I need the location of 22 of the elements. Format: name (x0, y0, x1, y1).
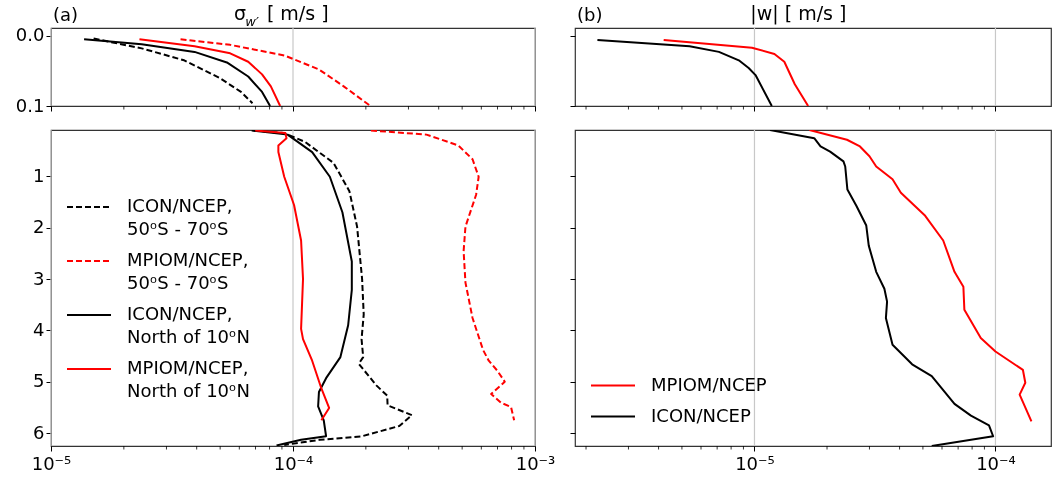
x-tick-label: 10⁻³ (515, 452, 556, 474)
legend-label: MPIOM/NCEP, North of 10ᵒN (127, 357, 250, 401)
y-tick-label: 0.0 (15, 24, 45, 46)
x-tick-label: 10⁻⁴ (273, 452, 314, 474)
y-tick-label: 6 (33, 421, 45, 443)
y-tick-label: 5 (33, 370, 45, 392)
legend-label: ICON/NCEP, North of 10ᵒN (127, 303, 250, 347)
legend-label: MPIOM/NCEP (651, 373, 767, 395)
y-tick-label: 3 (33, 267, 45, 289)
text: (b) (577, 4, 603, 25)
text: (a) (53, 4, 79, 25)
chart-title: |w| [ m/s ] (750, 2, 847, 25)
legend-label: ICON/NCEP, 50ᵒS - 70ᵒS (127, 195, 233, 239)
x-tick-label: 10⁻⁵ (31, 452, 72, 474)
y-tick-label: 1 (33, 164, 45, 186)
legend-label: MPIOM/NCEP, 50ᵒS - 70ᵒS (127, 249, 249, 293)
x-tick-label: 10⁻⁵ (735, 452, 775, 474)
y-tick-label: 0.1 (15, 94, 45, 116)
y-tick-label: 4 (33, 318, 45, 340)
y-tick-label: 2 (33, 216, 45, 238)
x-tick-label: 10⁻⁴ (976, 452, 1016, 474)
legend-label: ICON/NCEP (651, 404, 751, 426)
